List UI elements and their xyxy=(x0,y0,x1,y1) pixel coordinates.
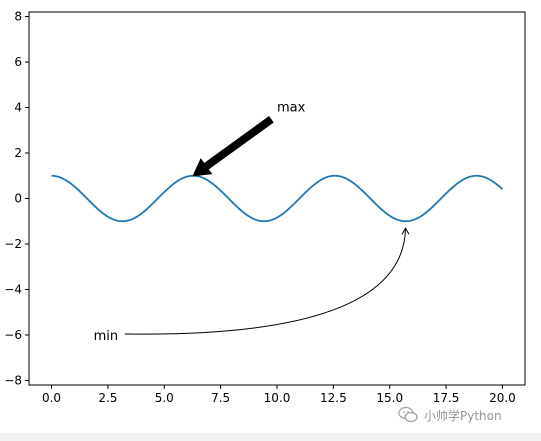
x-tick-label: 15.0 xyxy=(376,391,403,405)
x-tick-label: 17.5 xyxy=(433,391,460,405)
plot-frame xyxy=(28,11,526,386)
bottom-strip xyxy=(0,433,541,441)
y-tick-label: 8 xyxy=(14,10,22,24)
series-line xyxy=(51,174,504,223)
y-tick-label: 4 xyxy=(14,101,22,115)
watermark-text: 小帅学Python xyxy=(424,408,502,423)
y-tick-label: 6 xyxy=(14,55,22,69)
x-tick-label: 0.0 xyxy=(42,391,61,405)
annotation-max-label: max xyxy=(277,101,306,116)
annotation-min-arrow xyxy=(124,228,407,335)
annotation-max-arrow xyxy=(192,115,274,177)
y-tick-label: −6 xyxy=(4,328,22,342)
y-tick-label: −2 xyxy=(4,237,22,251)
y-tick-label: 2 xyxy=(14,146,22,160)
x-tick-label: 12.5 xyxy=(320,391,347,405)
x-tick-label: 2.5 xyxy=(98,391,117,405)
y-tick-label: −4 xyxy=(4,282,22,296)
x-tick-label: 5.0 xyxy=(155,391,174,405)
x-tick-label: 10.0 xyxy=(264,391,291,405)
annotation-min-label: min xyxy=(94,329,119,344)
annotation-min-arrowhead xyxy=(401,227,410,235)
x-tick-label: 20.0 xyxy=(489,391,516,405)
y-tick-label: 0 xyxy=(14,192,22,206)
x-tick-label: 7.5 xyxy=(211,391,230,405)
watermark: 小帅学Python xyxy=(398,406,502,424)
wechat-icon xyxy=(398,406,418,423)
y-tick-label: −8 xyxy=(4,373,22,387)
